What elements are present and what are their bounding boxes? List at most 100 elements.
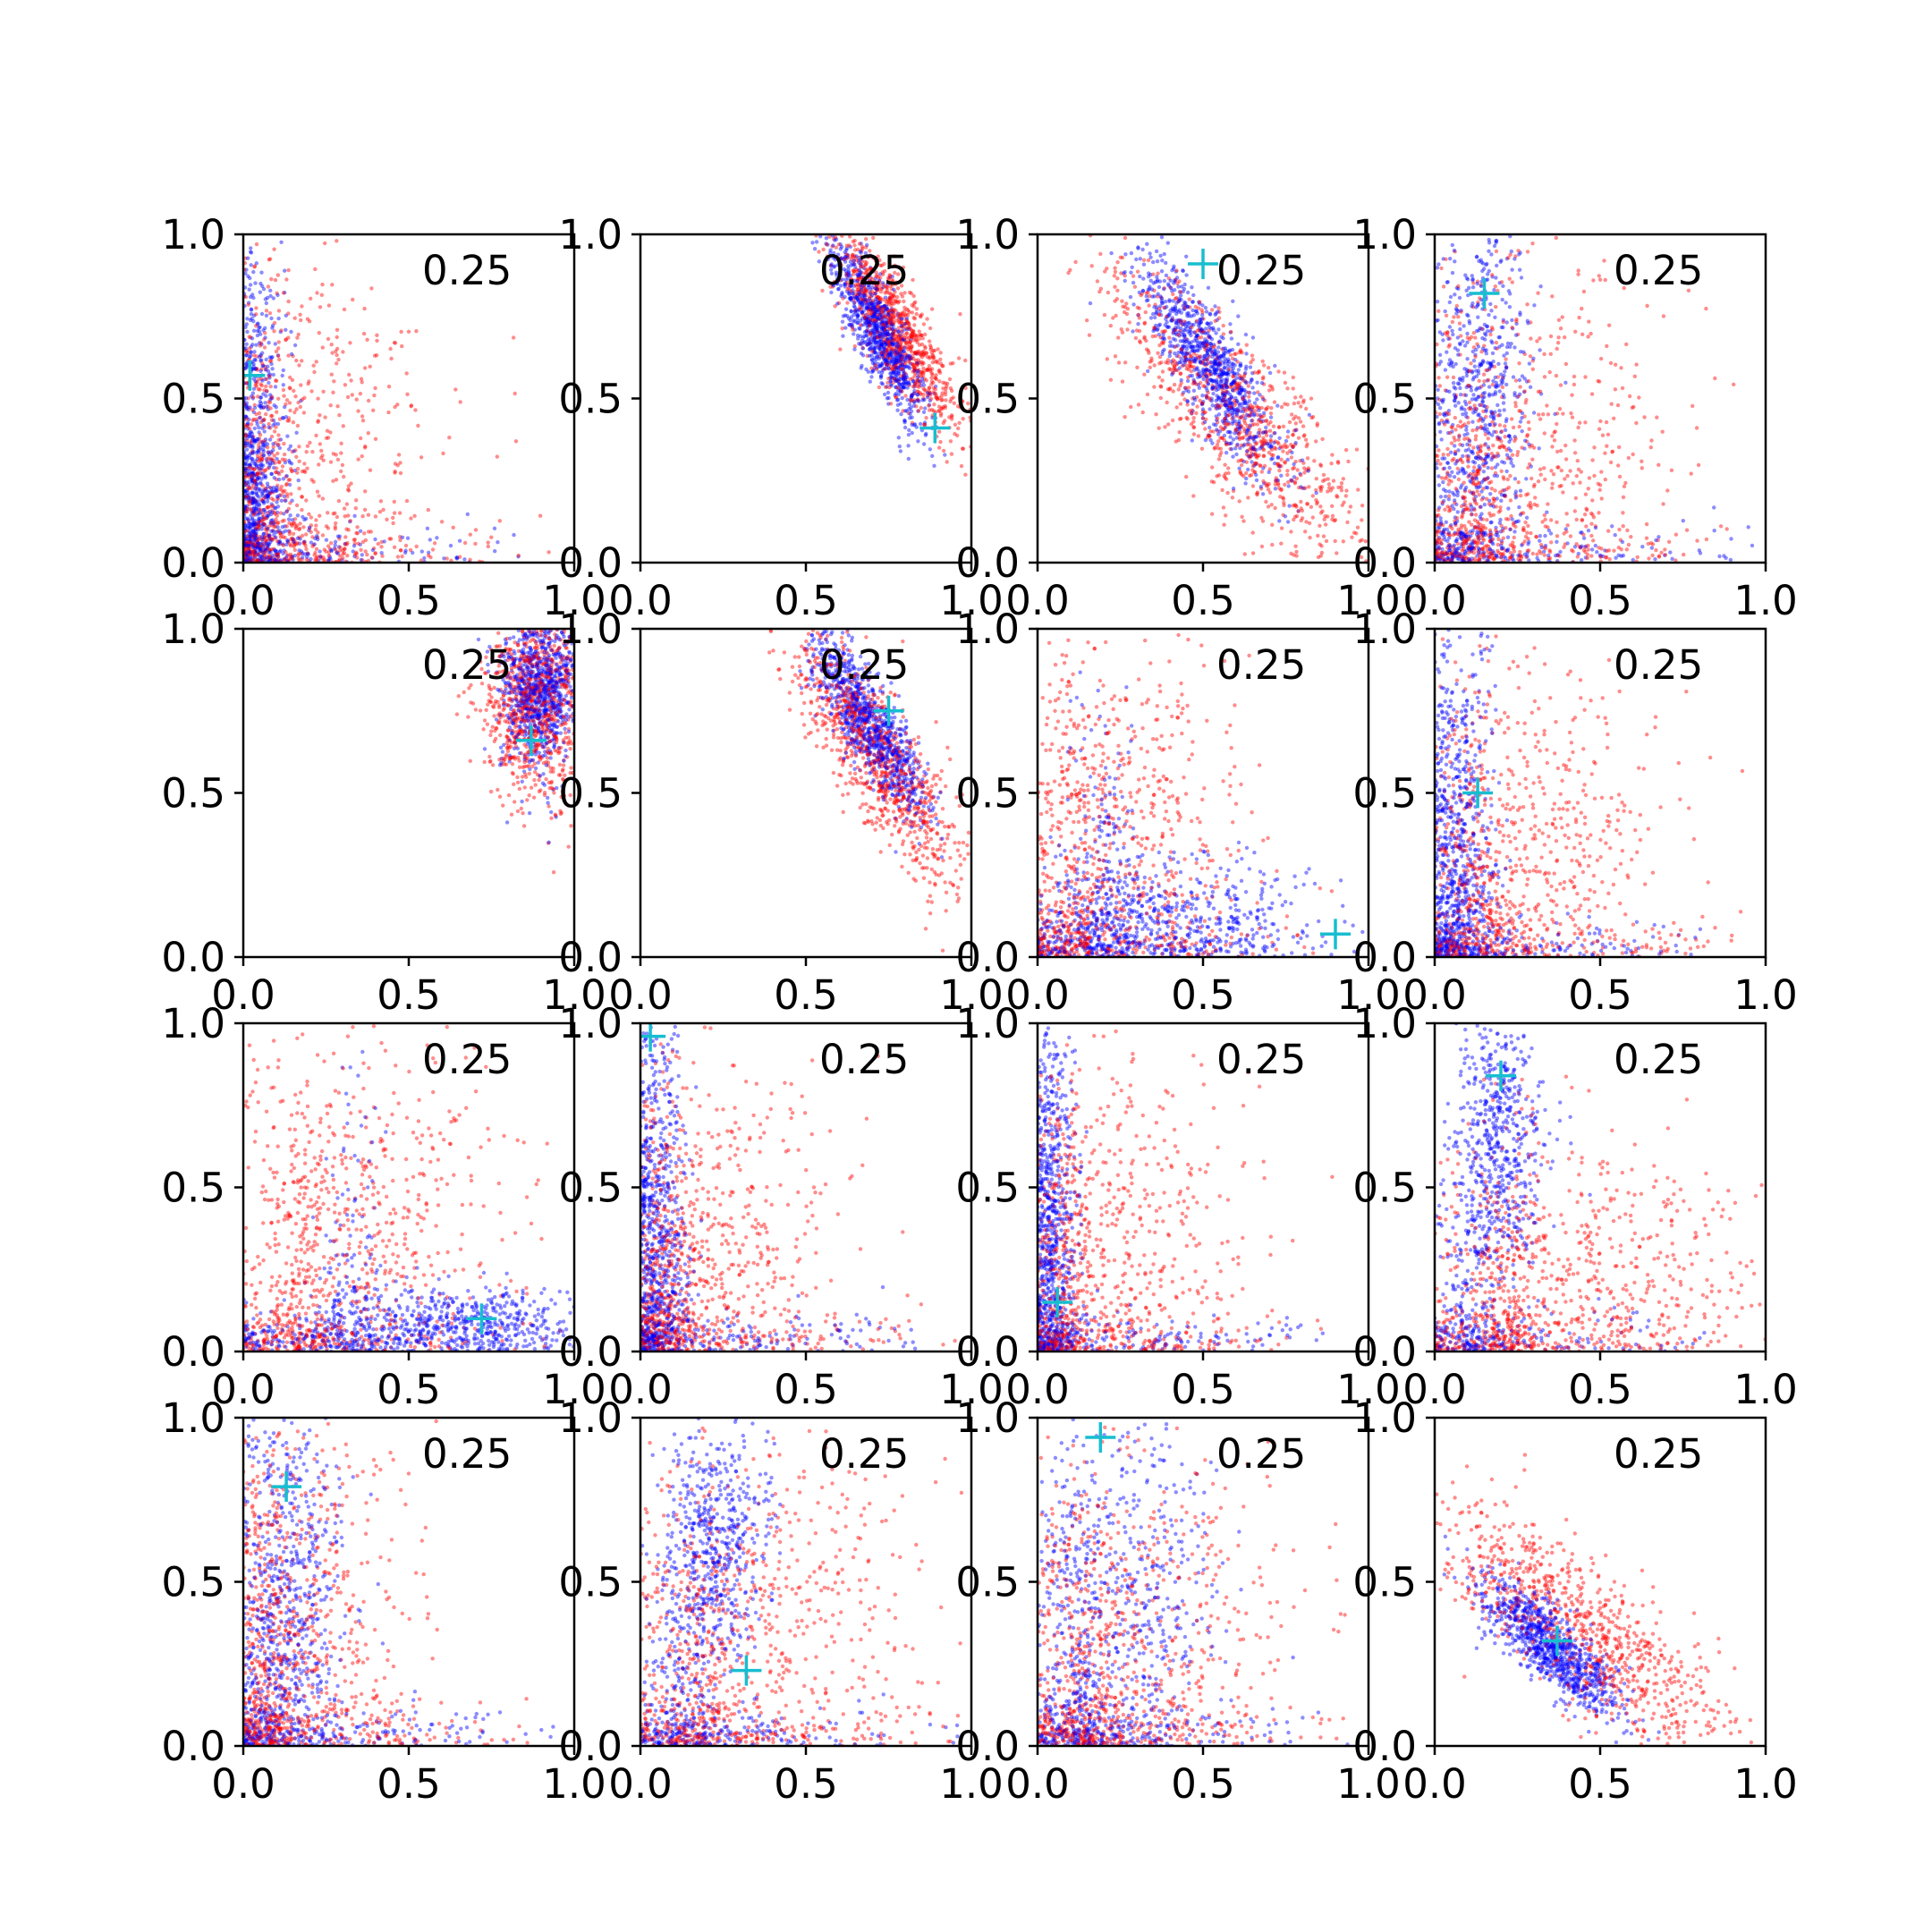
point-series-a [301,551,305,555]
point-series-a [250,391,256,395]
point-series-a [906,444,911,448]
point-series-b [247,486,251,491]
point-series-b [251,417,256,421]
point-series-b [853,309,858,313]
point-series-a [860,346,865,351]
point-series-b [313,556,318,562]
point-series-b [903,312,909,317]
point-series-a [261,507,266,513]
point-series-b [243,557,248,563]
point-series-b [1299,499,1303,504]
point-series-a [248,294,253,300]
point-series-a [1277,436,1282,440]
point-series-a [243,523,248,528]
point-series-b [911,277,915,283]
point-series-a [1243,332,1249,337]
point-series-b [280,469,284,473]
point-series-a [875,366,879,370]
point-series-a [895,351,901,356]
point-series-a [1192,395,1197,400]
point-series-b [344,542,349,547]
point-series-a [874,283,879,287]
point-series-b [963,386,968,391]
point-series-a [1158,253,1163,258]
point-series-b [841,257,846,262]
point-series-b [263,535,267,539]
point-series-b [332,379,336,384]
point-series-a [916,360,921,365]
point-series-a [886,367,891,371]
point-series-b [871,336,876,341]
point-series-a [280,525,284,530]
point-series-b [888,309,893,313]
point-series-b [252,467,257,471]
point-series-b [291,537,295,542]
point-series-b [256,459,260,463]
point-series-b [878,330,883,335]
point-series-b [1241,519,1246,523]
point-series-a [261,521,266,526]
point-series-a [843,313,848,318]
point-series-a [899,349,904,353]
point-series-a [253,526,258,531]
point-series-a [860,277,865,283]
point-series-b [860,265,865,269]
point-series-a [879,325,884,330]
point-series-a [849,309,853,313]
point-series-a [435,536,439,540]
point-series-b [323,241,327,246]
point-series-a [1166,284,1172,288]
point-series-a [866,369,870,374]
point-series-b [302,469,307,473]
point-series-b [894,360,898,366]
point-series-b [890,322,895,326]
point-series-b [256,538,260,542]
point-series-b [884,334,888,338]
point-series-a [266,494,270,498]
point-series-b [893,299,898,304]
point-series-a [246,256,250,260]
point-series-b [254,526,258,530]
point-series-b [273,512,277,516]
point-series-a [277,540,282,545]
point-series-a [442,556,446,561]
point-series-b [888,308,894,312]
point-series-b [303,544,308,548]
point-series-a [252,440,257,445]
point-series-b [312,553,317,557]
point-series-b [344,502,350,506]
point-series-a [866,321,871,326]
point-series-b [269,396,274,401]
point-series-a [860,323,864,327]
point-series-b [430,547,436,552]
point-series-b [852,301,857,305]
point-series-b [958,405,962,410]
point-series-b [921,322,927,326]
point-series-a [247,521,252,526]
point-series-b [890,297,895,301]
point-series-b [432,541,437,546]
point-series-b [941,420,945,426]
point-series-b [283,556,288,561]
point-series-a [863,297,868,302]
point-series-b [302,541,307,546]
point-series-b [244,480,249,486]
point-series-a [274,487,278,492]
point-series-b [887,342,892,346]
point-series-b [856,277,860,282]
point-series-b [913,367,918,372]
point-series-a [273,342,277,346]
subplot-1: 0.0 0.5 1.00.00.51.00.25 [161,211,606,624]
point-series-a [448,543,453,548]
point-series-a [844,248,849,252]
point-series-b [412,513,417,518]
point-series-a [248,434,252,438]
point-series-a [290,555,294,559]
point-series-a [878,364,883,369]
point-series-b [341,555,345,560]
point-series-b [244,544,249,549]
point-series-b [867,321,872,326]
point-series-a [859,301,863,305]
point-series-b [1114,313,1118,318]
point-series-a [251,328,257,333]
